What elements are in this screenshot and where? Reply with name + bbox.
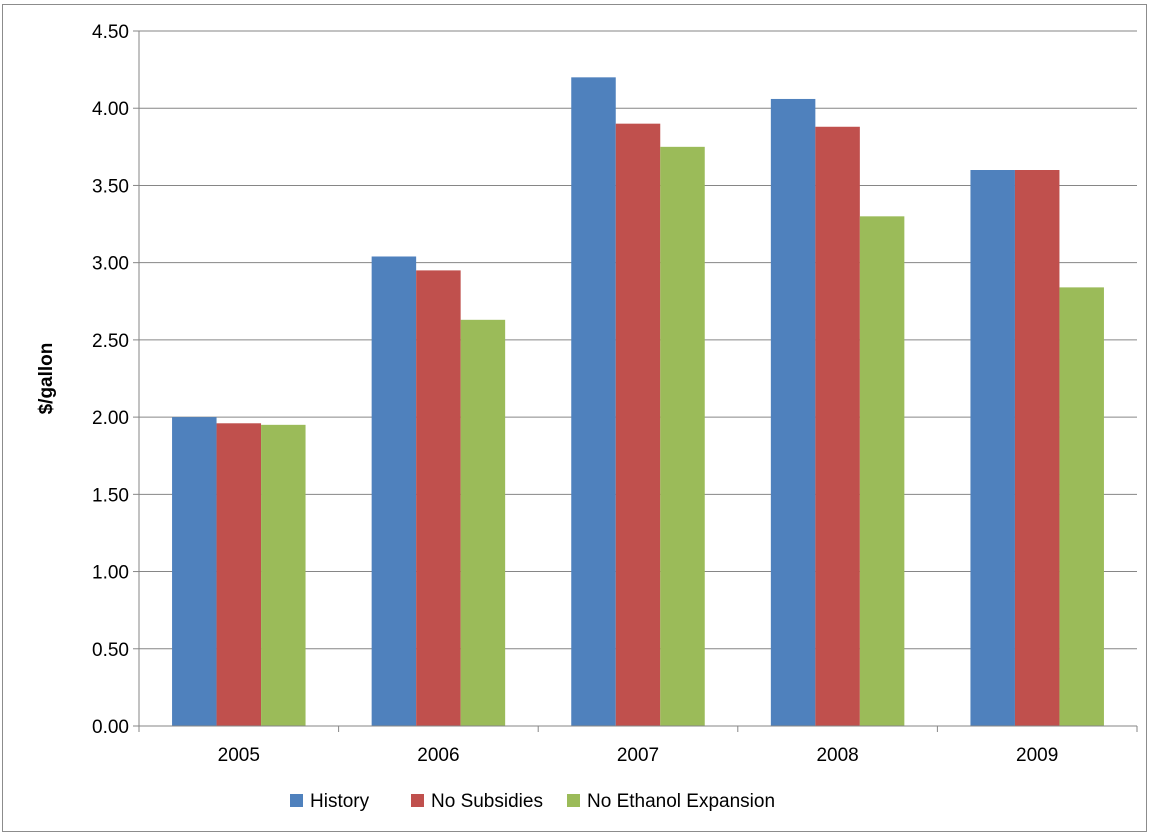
y-tick-labels: 0.00 0.50 1.00 1.50 2.00 2.50 3.00 3.50 4.00 4.50 xyxy=(92,22,129,738)
legend-no-ethanol-expansion-label: No Ethanol Expansion xyxy=(587,791,775,812)
y-tick-label: 0.00 xyxy=(92,717,129,738)
y-tick-label: 3.50 xyxy=(92,176,129,197)
legend-no-subsidies-swatch xyxy=(411,794,424,807)
bars xyxy=(172,77,1104,727)
y-axis-title: $/gallon xyxy=(36,343,57,415)
legend: History No Subsidies No Ethanol Expansion xyxy=(290,791,775,812)
y-tick-label: 2.00 xyxy=(92,408,129,429)
bar-no-subsidies-2009 xyxy=(1014,170,1060,726)
bar-no-subsidies-2005 xyxy=(216,423,262,726)
bar-history-2008 xyxy=(770,98,816,726)
y-tick-label: 4.00 xyxy=(92,99,129,120)
bar-history-2005 xyxy=(172,417,217,726)
bar-no-ethanol-expansion-2005 xyxy=(261,424,306,726)
bar-no-subsidies-2007 xyxy=(615,123,661,726)
x-tick-label: 2008 xyxy=(816,745,858,766)
bar-history-2009 xyxy=(970,170,1015,726)
bar-no-subsidies-2008 xyxy=(815,126,860,726)
y-tick-label: 1.50 xyxy=(92,485,129,506)
legend-no-subsidies-label: No Subsidies xyxy=(431,791,543,812)
x-tick-label: 2005 xyxy=(218,745,260,766)
bar-no-ethanol-expansion-2007 xyxy=(660,146,705,727)
x-tick-label: 2007 xyxy=(617,745,659,766)
axes xyxy=(138,31,1137,727)
y-tick-label: 3.00 xyxy=(92,254,129,275)
y-tick-label: 4.50 xyxy=(92,22,129,43)
legend-history-swatch xyxy=(290,794,303,807)
bar-history-2006 xyxy=(371,256,417,726)
y-tick-label: 0.50 xyxy=(92,640,129,661)
bar-history-2007 xyxy=(571,77,616,727)
x-tick-label: 2006 xyxy=(417,745,459,766)
bar-no-ethanol-expansion-2009 xyxy=(1059,287,1104,726)
y-tick-label: 2.50 xyxy=(92,331,129,352)
bar-no-subsidies-2006 xyxy=(416,270,461,726)
bar-no-ethanol-expansion-2008 xyxy=(859,216,905,727)
legend-no-ethanol-expansion-swatch xyxy=(567,794,580,807)
x-tick-labels: 2005 2006 2007 2008 2009 xyxy=(138,726,1138,766)
legend-history-label: History xyxy=(310,791,370,812)
bar-no-ethanol-expansion-2006 xyxy=(460,319,506,726)
y-tick-label: 1.00 xyxy=(92,563,129,584)
x-tick-label: 2009 xyxy=(1016,745,1058,766)
